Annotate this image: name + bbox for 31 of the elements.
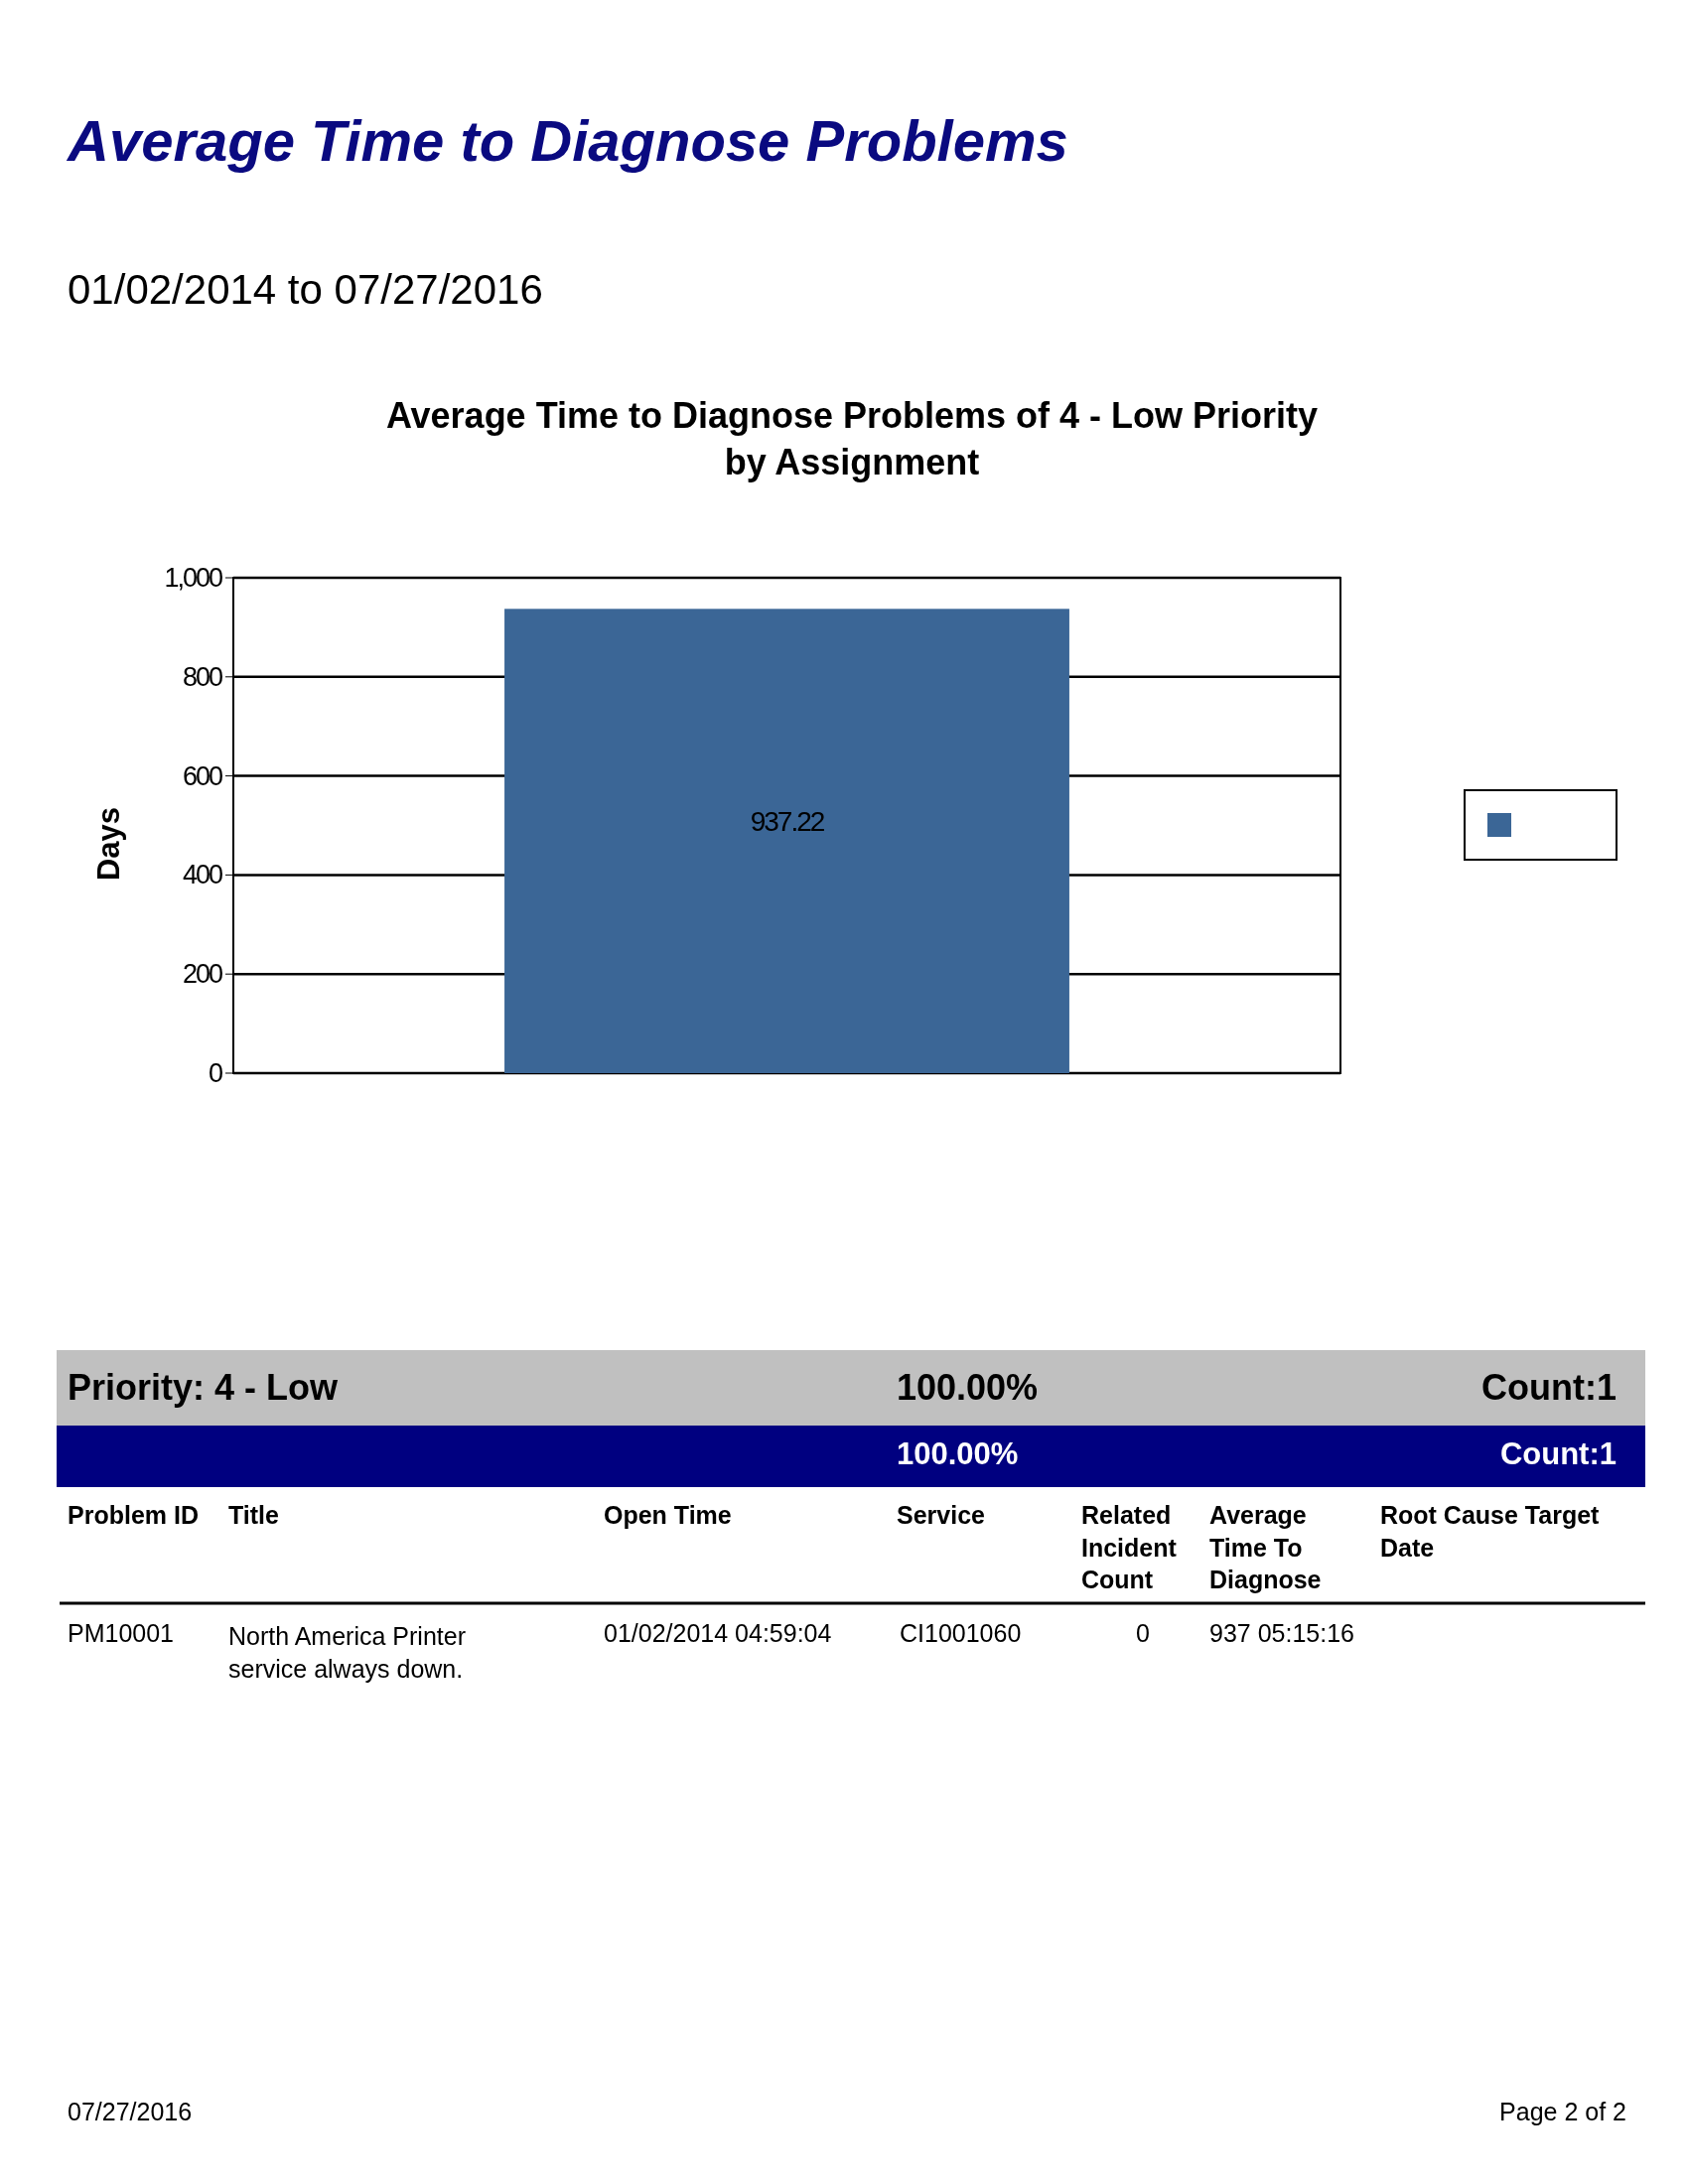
- chart-title: Average Time to Diagnose Problems: [66, 108, 1068, 173]
- text: Open Time: [604, 1501, 732, 1529]
- text: 07/27/2016: [68, 2098, 193, 2125]
- text: PM10001: [68, 1619, 175, 1647]
- y-tick-label: 0: [208, 1058, 222, 1088]
- text: 100.00%: [897, 1367, 1039, 1408]
- y-tick-label: 400: [182, 860, 222, 890]
- y-tick-label: 1,000: [164, 563, 222, 593]
- text: Service: [897, 1501, 986, 1529]
- text: North America Printer service always down.: [228, 1622, 466, 1683]
- text: Priority: 4 - Low: [68, 1367, 340, 1408]
- text: Problem ID: [68, 1501, 199, 1529]
- y-tick-label: 600: [182, 760, 222, 791]
- y-axis-title: Days: [91, 806, 126, 882]
- chart-subtitle: 01/02/2014 to 07/27/2016: [68, 266, 543, 313]
- text: 01/02/2014 04:59:04: [604, 1619, 832, 1647]
- text: Average Time To Diagnose: [1209, 1501, 1322, 1593]
- text: CI1001060: [900, 1619, 1022, 1647]
- text: 0: [1136, 1619, 1150, 1647]
- text: Title: [228, 1501, 280, 1529]
- y-tick-label: 200: [182, 959, 222, 990]
- text: Root Cause Target Date: [1380, 1501, 1601, 1562]
- text: Related Incident Count: [1081, 1501, 1178, 1593]
- text: 100.00%: [897, 1436, 1019, 1471]
- data-label: 937.22: [750, 806, 825, 838]
- text: Count:1: [1499, 1436, 1617, 1471]
- text: Count:1: [1481, 1367, 1617, 1408]
- text: Average Time to Diagnose Problems of 4 - Low Priority by Assignment: [385, 395, 1319, 482]
- y-tick-label: 800: [182, 661, 222, 692]
- text: 937 05:15:16: [1209, 1619, 1354, 1647]
- text: Page 2 of 2: [1499, 2098, 1626, 2125]
